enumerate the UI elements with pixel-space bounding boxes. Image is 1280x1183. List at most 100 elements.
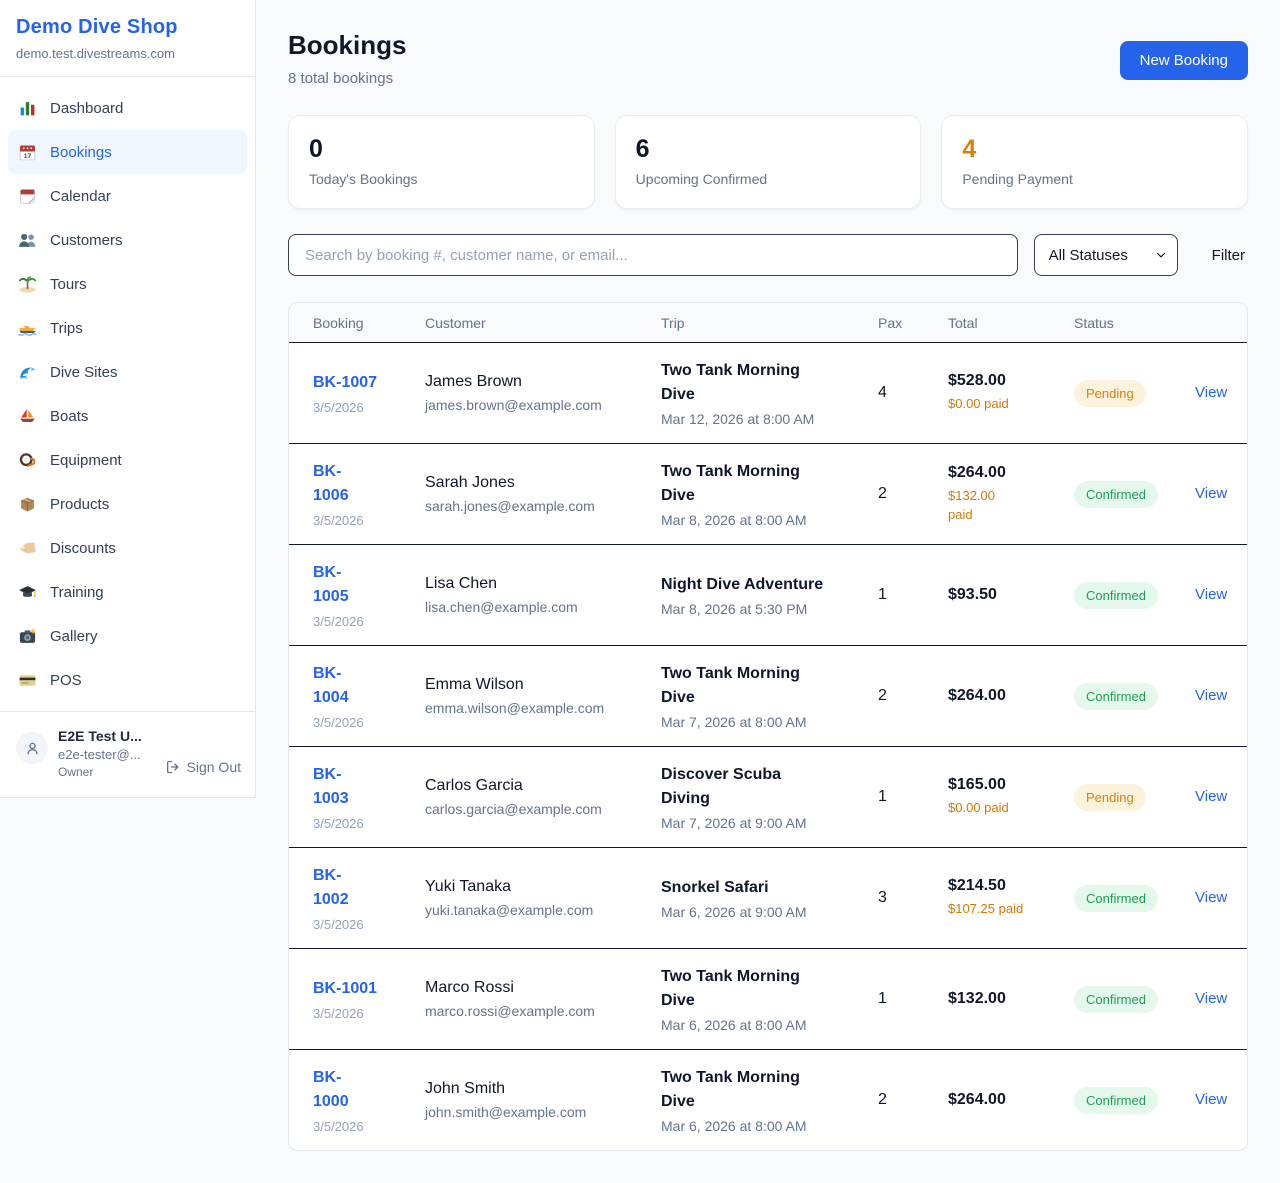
sidebar-item-discounts[interactable]: Discounts xyxy=(8,526,247,570)
sidebar-item-pos[interactable]: POS xyxy=(8,658,247,702)
booking-id-link[interactable]: BK- 1002 xyxy=(313,867,349,908)
status-badge: Confirmed xyxy=(1074,985,1158,1013)
user-name: E2E Test U... xyxy=(58,728,142,744)
user-section: E2E Test U... e2e-tester@... Owner Sign … xyxy=(0,711,255,797)
pax-count: 2 xyxy=(878,687,887,704)
table-row: BK- 1000 3/5/2026 John Smith john.smith@ex… xyxy=(289,1049,1247,1150)
sidebar-item-training[interactable]: Training xyxy=(8,570,247,614)
booking-date: 3/5/2026 xyxy=(313,1006,364,1021)
total-amount: $165.00 xyxy=(948,776,1006,794)
sidebar-item-boats[interactable]: Boats xyxy=(8,394,247,438)
trip-name: Two Tank Morning Dive xyxy=(661,362,800,403)
status-select[interactable]: All Statuses xyxy=(1033,234,1178,276)
status-badge: Confirmed xyxy=(1074,581,1158,609)
pax-count: 1 xyxy=(878,990,887,1007)
view-link[interactable]: View xyxy=(1195,586,1228,603)
customers-icon xyxy=(18,231,37,250)
view-link[interactable]: View xyxy=(1195,687,1228,704)
booking-id-link[interactable]: BK- 1000 xyxy=(313,1069,349,1110)
customer-name: Sarah Jones xyxy=(425,474,515,491)
stats-row: 0 Today's Bookings 6 Upcoming Confirmed … xyxy=(288,115,1249,209)
filter-button[interactable]: Filter xyxy=(1211,246,1245,264)
stat-card-pending-payment: 4 Pending Payment xyxy=(941,115,1249,209)
sidebar-item-label: Bookings xyxy=(50,143,112,161)
pax-count: 2 xyxy=(878,1091,887,1108)
page-title-block: Bookings 8 total bookings xyxy=(288,30,406,87)
main-content: Bookings 8 total bookings New Booking 0 … xyxy=(256,0,1280,1183)
sidebar-item-label: Boats xyxy=(50,407,89,425)
customer-name: Lisa Chen xyxy=(425,575,498,592)
trip-name: Night Dive Adventure xyxy=(661,576,824,593)
sidebar-item-equipment[interactable]: Equipment xyxy=(8,438,247,482)
trip-datetime: Mar 8, 2026 at 5:30 PM xyxy=(661,601,808,617)
sidebar-item-label: Calendar xyxy=(50,187,111,205)
paid-amount: $107.25 paid xyxy=(948,901,1024,917)
table-row: BK-1001 3/5/2026 Marco Rossi marco.rossi@e… xyxy=(289,948,1247,1049)
sidebar-item-label: Training xyxy=(50,583,104,601)
col-header-booking: Booking xyxy=(313,314,364,331)
paid-amount: $0.00 paid xyxy=(948,800,1009,816)
svg-text:17: 17 xyxy=(24,153,32,160)
customer-email: carlos.garcia@example.com xyxy=(425,801,602,817)
sidebar-item-dashboard[interactable]: Dashboard xyxy=(8,86,247,130)
customer-email: marco.rossi@example.com xyxy=(425,1003,595,1019)
trip-datetime: Mar 12, 2026 at 8:00 AM xyxy=(661,411,815,427)
trip-datetime: Mar 7, 2026 at 9:00 AM xyxy=(661,815,807,831)
sidebar-item-bookings[interactable]: 17 Bookings xyxy=(8,130,247,174)
sidebar-item-products[interactable]: Products xyxy=(8,482,247,526)
sidebar-item-dive-sites[interactable]: Dive Sites xyxy=(8,350,247,394)
col-header-customer: Customer xyxy=(425,314,486,331)
booking-date: 3/5/2026 xyxy=(313,614,364,629)
sidebar-item-label: Products xyxy=(50,495,110,513)
booking-id-link[interactable]: BK- 1004 xyxy=(313,665,349,706)
trip-name: Two Tank Morning Dive xyxy=(661,665,800,706)
brand-name: Demo Dive Shop xyxy=(16,16,178,38)
stat-label: Today's Bookings xyxy=(309,171,418,187)
sidebar-nav: Dashboard 17 Bookings Calendar Customers… xyxy=(0,77,255,711)
sidebar-item-label: Trips xyxy=(50,319,83,337)
booking-date: 3/5/2026 xyxy=(313,1119,364,1134)
total-amount: $264.00 xyxy=(948,464,1006,482)
table-row: BK- 1004 3/5/2026 Emma Wilson emma.wilson@… xyxy=(289,645,1247,746)
sidebar-item-label: Dive Sites xyxy=(50,363,118,381)
pos-card-icon xyxy=(18,671,37,690)
brand-domain: demo.test.divestreams.com xyxy=(16,46,175,61)
user-email: e2e-tester@... xyxy=(58,747,141,762)
status-badge: Confirmed xyxy=(1074,682,1158,710)
stat-value: 6 xyxy=(635,135,650,163)
sidebar-item-customers[interactable]: Customers xyxy=(8,218,247,262)
trip-name: Two Tank Morning Dive xyxy=(661,463,800,504)
view-link[interactable]: View xyxy=(1195,485,1228,502)
pax-count: 4 xyxy=(878,384,887,401)
booking-id-link[interactable]: BK- 1006 xyxy=(313,463,349,504)
view-link[interactable]: View xyxy=(1195,384,1228,401)
col-header-total: Total xyxy=(948,314,978,331)
total-amount: $264.00 xyxy=(948,1091,1006,1108)
bookings-calendar-icon: 17 xyxy=(18,143,37,162)
booking-id-link[interactable]: BK- 1003 xyxy=(313,766,349,807)
search-input[interactable] xyxy=(288,234,1018,276)
sidebar-item-gallery[interactable]: Gallery xyxy=(8,614,247,658)
sidebar-item-tours[interactable]: Tours xyxy=(8,262,247,306)
sidebar-item-label: POS xyxy=(50,671,82,689)
table-row: BK-1007 3/5/2026 James Brown james.brown@e… xyxy=(289,343,1247,443)
sidebar-item-calendar[interactable]: Calendar xyxy=(8,174,247,218)
sign-out-button[interactable]: Sign Out xyxy=(165,759,241,775)
new-booking-button[interactable]: New Booking xyxy=(1119,41,1248,80)
sidebar-item-trips[interactable]: Trips xyxy=(8,306,247,350)
paid-amount: $132.00 paid xyxy=(948,488,995,522)
view-link[interactable]: View xyxy=(1195,788,1228,805)
customer-name: Yuki Tanaka xyxy=(425,878,511,895)
sign-out-label: Sign Out xyxy=(186,759,241,775)
view-link[interactable]: View xyxy=(1195,990,1228,1007)
trip-datetime: Mar 6, 2026 at 8:00 AM xyxy=(661,1118,807,1134)
booking-date: 3/5/2026 xyxy=(313,917,364,932)
booking-id-link[interactable]: BK-1007 xyxy=(313,374,378,391)
booking-id-link[interactable]: BK-1001 xyxy=(313,980,378,997)
stat-label: Upcoming Confirmed xyxy=(635,171,768,187)
booking-id-link[interactable]: BK- 1005 xyxy=(313,564,349,605)
customer-name: John Smith xyxy=(425,1080,506,1097)
view-link[interactable]: View xyxy=(1195,889,1228,906)
trip-datetime: Mar 6, 2026 at 9:00 AM xyxy=(661,904,807,920)
view-link[interactable]: View xyxy=(1195,1091,1228,1108)
